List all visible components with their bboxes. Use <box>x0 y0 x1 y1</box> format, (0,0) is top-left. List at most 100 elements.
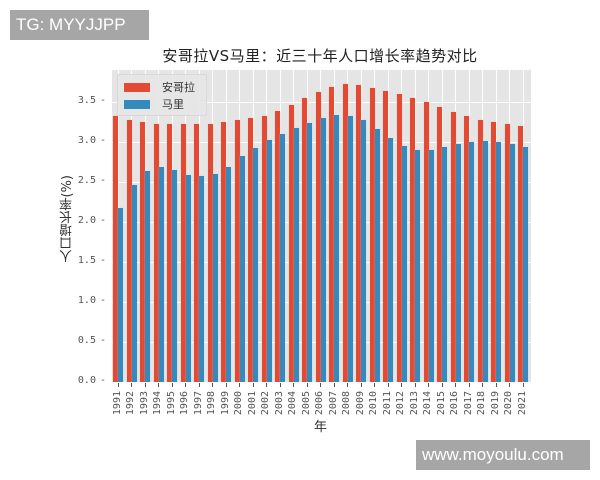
bar-angola <box>383 90 388 382</box>
bar-mali <box>509 144 515 382</box>
x-tick-label: 2019 <box>489 391 501 416</box>
bar-mali <box>266 140 272 382</box>
x-axis-label: 年 <box>314 420 328 435</box>
bar-angola <box>194 124 199 382</box>
legend: 安哥拉 马里 <box>117 74 207 116</box>
bar-angola <box>477 119 483 382</box>
bar-angola <box>369 87 375 382</box>
x-tick-label: 2014 <box>422 391 433 416</box>
bar-angola <box>261 115 267 382</box>
bar-angola <box>356 85 361 382</box>
bar-mali <box>185 174 191 382</box>
bar-angola <box>342 84 348 382</box>
x-tick-label: 2000 <box>233 391 244 416</box>
bar-angola <box>396 94 402 382</box>
bar-angola <box>437 106 442 382</box>
x-tick-label: 2020 <box>503 391 514 416</box>
bar-mali <box>199 176 204 382</box>
x-tick-label: 1997 <box>192 391 204 416</box>
bar-angola <box>180 124 186 382</box>
x-tick-label: 2005 <box>300 391 312 416</box>
legend-swatch-mali <box>124 99 150 109</box>
bar-mali <box>482 141 488 382</box>
legend-item-mali: 马里 <box>124 96 184 112</box>
legend-item-angola: 安哥拉 <box>124 79 195 95</box>
x-tick-label: 2006 <box>314 391 325 416</box>
bar-angola <box>518 126 523 382</box>
bar-mali <box>158 166 164 382</box>
bar-mali <box>442 146 447 382</box>
bar-mali <box>320 118 326 382</box>
bar-mali <box>145 170 150 382</box>
bar-angola <box>329 86 334 382</box>
bar-mali <box>523 146 528 382</box>
x-tick-label: 2009 <box>354 391 366 416</box>
x-tick-label: 2016 <box>449 391 460 416</box>
x-tick-label: 1991 <box>111 391 123 416</box>
x-tick-label: 1998 <box>206 391 217 416</box>
x-tick-label: 2001 <box>246 391 258 416</box>
bar-mali <box>401 146 407 382</box>
plot-area <box>112 70 531 382</box>
bar-angola <box>248 118 253 382</box>
y-tick-label: 1.5- <box>77 255 106 266</box>
x-tick-label: 1995 <box>165 391 177 416</box>
bar-angola <box>450 111 456 382</box>
bar-mali <box>374 129 380 382</box>
legend-swatch-angola <box>124 82 150 92</box>
y-tick-label: 3.5- <box>77 95 106 106</box>
bar-mali <box>347 115 353 382</box>
bar-mali <box>388 138 393 382</box>
x-tick-label: 2008 <box>341 391 352 416</box>
y-tick-label: 1.0- <box>77 295 106 306</box>
bar-mali <box>131 185 137 382</box>
y-axis-label: 人口增长率(%) <box>60 175 75 263</box>
bar-mali <box>307 122 312 382</box>
bar-mali <box>361 120 366 382</box>
legend-label-mali: 马里 <box>162 98 184 111</box>
x-tick-label: 1999 <box>219 391 231 416</box>
bar-mali <box>334 114 339 382</box>
y-tick-label: 2.0- <box>77 215 106 226</box>
bar-mali <box>212 174 218 382</box>
bar-angola <box>140 122 145 382</box>
bar-angola <box>207 123 213 382</box>
bar-angola <box>153 123 159 382</box>
x-tick-label: 1992 <box>125 391 136 416</box>
bar-angola <box>113 115 118 382</box>
bar-angola <box>234 119 240 382</box>
bar-mali <box>293 127 299 382</box>
bar-angola <box>315 91 321 382</box>
y-tick-label: 3.0- <box>77 135 106 146</box>
y-tick-label: 0.0- <box>77 375 106 386</box>
bar-angola <box>221 122 226 382</box>
x-tick-label: 2004 <box>287 391 298 416</box>
x-tick-label: 2015 <box>435 391 447 416</box>
bar-angola <box>504 124 510 382</box>
bar-mali <box>428 150 434 382</box>
x-tick-label: 2003 <box>273 391 285 416</box>
bar-angola <box>288 105 294 382</box>
bar-mali <box>455 144 461 382</box>
x-tick-label: 2018 <box>476 391 487 416</box>
x-tick-label: 2010 <box>368 391 379 416</box>
x-tick-label: 2002 <box>260 391 271 416</box>
y-tick-label: 2.5- <box>77 175 106 186</box>
bar-angola <box>423 102 429 382</box>
watermark-bottom: www.moyoulu.com <box>416 440 590 470</box>
bar-angola <box>126 119 132 382</box>
x-tick-label: 2017 <box>462 391 474 416</box>
bar-angola <box>464 115 469 382</box>
bar-mali <box>118 208 123 382</box>
x-tick-label: 2012 <box>395 391 406 416</box>
x-tick-label: 1994 <box>152 391 163 416</box>
bar-mali <box>469 142 474 382</box>
bar-mali <box>226 166 231 382</box>
bar-angola <box>275 110 280 382</box>
chart-title: 安哥拉VS马里：近三十年人口增长率趋势对比 <box>162 47 478 65</box>
bar-mali <box>415 150 420 382</box>
bar-mali <box>253 147 258 382</box>
x-tick-label: 1996 <box>179 391 190 416</box>
bar-angola <box>302 98 307 382</box>
bar-angola <box>167 124 172 382</box>
